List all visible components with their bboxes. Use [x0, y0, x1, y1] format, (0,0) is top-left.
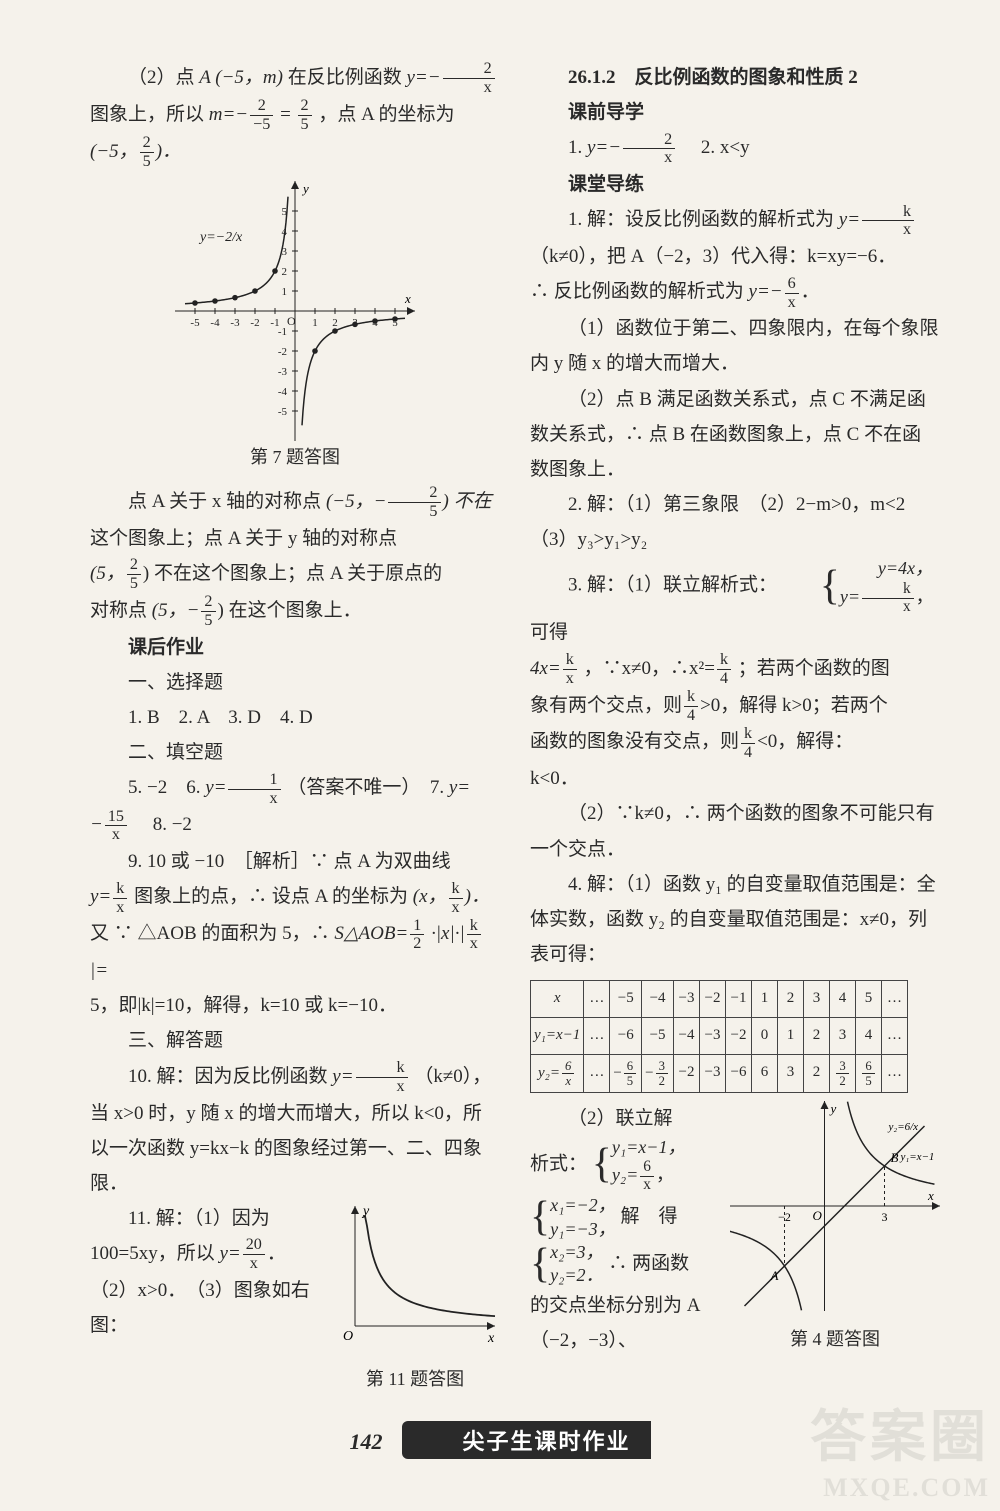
r-q4a: 4. 解：（1）函数 y₁ 的自变量取值范围是：全体实数，函数 y₂ 的自变量取…: [530, 867, 940, 972]
r-q1c: ∴ 反比例函数的解析式为 y=−6x．: [530, 274, 940, 311]
svg-text:-3: -3: [278, 366, 288, 378]
r-q1d: （1）函数位于第二、四象限内，在每个象限内 y 随 x 的增大而增大．: [530, 311, 940, 381]
mc-answers: 1. B 2. A 3. D 4. D: [90, 700, 500, 735]
q10-line2: 当 x>0 时，y 随 x 的增大而增大，所以 k<0，所以一次函数 y=kx−…: [90, 1096, 500, 1201]
svg-text:B: B: [891, 1150, 899, 1165]
blank-answers-2: −15x 8. −2: [90, 807, 500, 844]
svg-text:1: 1: [282, 286, 288, 298]
svg-text:x: x: [487, 1331, 495, 1346]
r-q3a: 3. 解：（1）联立解析式： { y=4x， y=kx， 可得: [530, 557, 940, 650]
svg-text:-5: -5: [190, 317, 200, 329]
l-p7: (5，25) 不在这个图象上；点 A 关于原点的: [90, 556, 500, 593]
page-number: 142: [349, 1429, 382, 1454]
q10-line1: 10. 解：因为反比例函数 y=kx （k≠0），: [90, 1059, 500, 1096]
figure-11-caption: 第 11 题答图: [330, 1363, 500, 1396]
r-q3c: 象有两个交点，则k4>0，解得 k>0；若两个: [530, 688, 940, 725]
heading-homework: 课后作业: [90, 630, 500, 665]
figure-4-svg: −23BAOxyy₂=6/xy₁=x−1: [730, 1101, 940, 1311]
blank-answers: 5. −2 6. y=1x （答案不唯一） 7. y=: [90, 770, 500, 807]
svg-text:y₁=x−1: y₁=x−1: [900, 1151, 935, 1163]
heading-blank: 二、填空题: [90, 735, 500, 770]
svg-text:A: A: [770, 1268, 779, 1283]
r-pre: 1. y=−2x 2. x<y: [530, 130, 940, 167]
r-q3e: k<0．: [530, 761, 940, 796]
svg-text:y: y: [301, 181, 309, 196]
heading-mc: 一、选择题: [90, 665, 500, 700]
figure-7-svg: -5-4-3-2-112345-5-4-3-2-112345Oy=−2/xyx: [175, 181, 415, 441]
l-p6: 这个图象上；点 A 关于 y 轴的对称点: [90, 521, 500, 556]
figure-7: -5-4-3-2-112345-5-4-3-2-112345Oy=−2/xyx …: [90, 181, 500, 474]
figure-4-caption: 第 4 题答图: [730, 1323, 940, 1356]
left-column: （2）点 A (−5，m) 在反比例函数 y=−2x 图象上，所以 m=−2−5…: [90, 60, 500, 1396]
r-title3: 课堂导练: [530, 167, 940, 202]
r-q1e: （2）点 B 满足函数关系式，点 C 不满足函数关系式，∴ 点 B 在函数图象上…: [530, 382, 940, 487]
figure-11: Ox y 第 11 题答图: [330, 1201, 500, 1396]
q9-line3: 又 ∵ △AOB 的面积为 5，∴ S△AOB=12 ·|x|·|kx|=: [90, 916, 500, 988]
svg-text:O: O: [287, 314, 296, 328]
svg-text:x: x: [404, 291, 411, 306]
heading-answer: 三、解答题: [90, 1023, 500, 1058]
l-p8: 对称点 (5，−25) 在这个图象上．: [90, 593, 500, 630]
svg-text:-2: -2: [250, 317, 259, 329]
svg-text:y=−2/x: y=−2/x: [198, 230, 243, 245]
r-q3d: 函数的图象没有交点，则k4<0，解得：: [530, 724, 940, 761]
svg-text:2: 2: [332, 317, 338, 329]
r-q2: 2. 解：（1）第三象限 （2）2−m>0，m<2 （3）y₃>y₁>y₂: [530, 487, 940, 557]
figure-4: −23BAOxyy₂=6/xy₁=x−1 第 4 题答图: [730, 1101, 940, 1356]
svg-text:-1: -1: [278, 326, 287, 338]
svg-text:O: O: [343, 1329, 353, 1344]
r-q1a: 1. 解：设反比例函数的解析式为 y=kx: [530, 202, 940, 239]
svg-text:1: 1: [312, 317, 318, 329]
svg-text:y: y: [361, 1204, 370, 1219]
r-q1b: （k≠0），把 A（−2，3）代入得：k=xy=−6．: [530, 239, 940, 274]
svg-text:2: 2: [282, 266, 288, 278]
svg-text:O: O: [813, 1208, 823, 1223]
l-p4: (−5，25)．: [90, 134, 500, 171]
svg-text:-3: -3: [230, 317, 240, 329]
r-title2: 课前导学: [530, 95, 940, 130]
svg-text:y: y: [829, 1101, 837, 1116]
svg-text:y₂=6/x: y₂=6/x: [888, 1121, 919, 1133]
svg-text:x: x: [927, 1188, 934, 1203]
right-column: 26.1.2 反比例函数的图象和性质 2 课前导学 1. y=−2x 2. x<…: [530, 60, 940, 1396]
q9-line2: y=kx 图象上的点，∴ 设点 A 的坐标为 (x，kx)．: [90, 879, 500, 916]
footer-title: 尖子生课时作业: [402, 1421, 650, 1459]
l-p5: 点 A 关于 x 轴的对称点 (−5，−25) 不在: [90, 484, 500, 521]
figure-11-svg: Ox y: [330, 1201, 500, 1351]
l-p2: （2）点 A (−5，m) 在反比例函数 y=−2x: [90, 60, 500, 97]
r-q3f: （2）∵k≠0，∴ 两个函数的图象不可能只有一个交点．: [530, 796, 940, 866]
r-title1: 26.1.2 反比例函数的图象和性质 2: [530, 60, 940, 95]
r-q3b: 4x=kx ，∵x≠0，∴x²=k4 ；若两个函数的图: [530, 651, 940, 688]
svg-text:-4: -4: [210, 317, 220, 329]
q4-table: x…−5−4−3−2−112345…y₁=x−1…−6−5−4−3−201234…: [530, 980, 908, 1093]
q9-line4: 5，即|k|=10，解得，k=10 或 k=−10．: [90, 988, 500, 1023]
watermark: 答案圈 MXQE.COM: [810, 1392, 990, 1503]
figure-7-caption: 第 7 题答图: [90, 441, 500, 474]
svg-text:3: 3: [882, 1210, 888, 1224]
svg-text:-5: -5: [278, 406, 288, 418]
svg-text:-2: -2: [278, 346, 287, 358]
svg-text:-4: -4: [278, 386, 288, 398]
l-p3: 图象上，所以 m=−2−5 = 25 ，点 A 的坐标为: [90, 97, 500, 134]
q9-line1: 9. 10 或 −10 ［解析］∵ 点 A 为双曲线: [90, 844, 500, 879]
